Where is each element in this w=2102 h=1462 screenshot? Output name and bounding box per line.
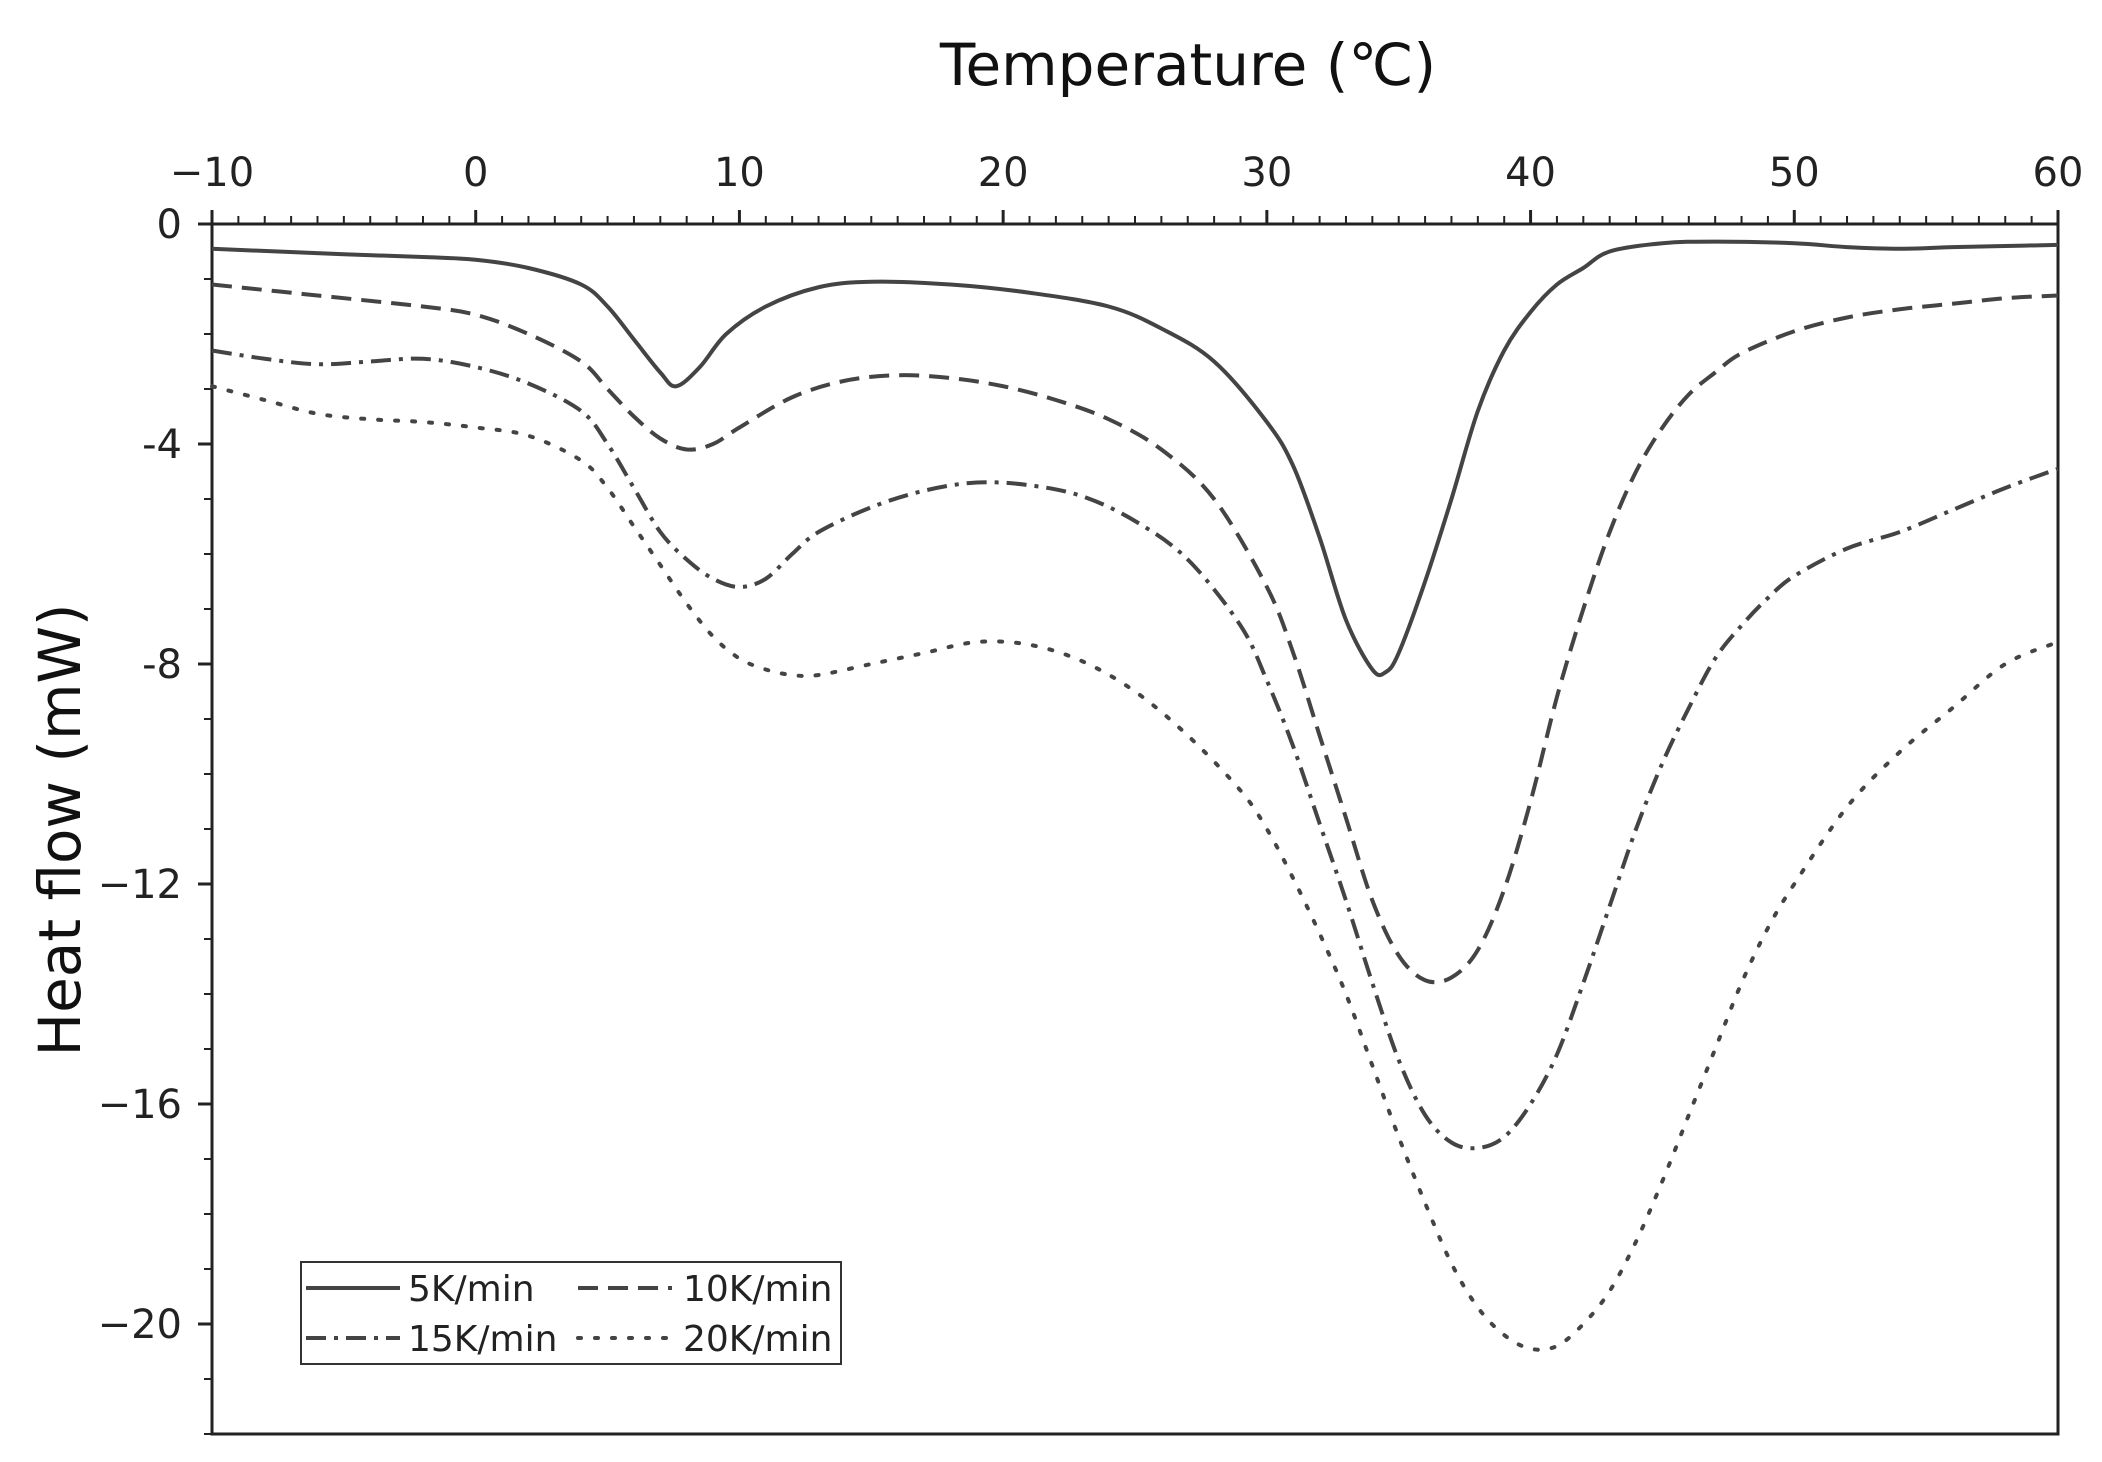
series-line-15k-min xyxy=(211,348,2059,1151)
x-axis-ticks: −10 0 10 20 30 40 50 60 xyxy=(170,150,2084,224)
y-axis-ticks: 0 -4 -8 −12 −16 −20 xyxy=(98,202,212,1348)
x-tick-label: 40 xyxy=(1505,150,1556,196)
y-tick-label: -8 xyxy=(142,642,182,688)
x-tick-label: 10 xyxy=(714,150,765,196)
x-tick-label: 60 xyxy=(2033,150,2084,196)
y-minor-ticks xyxy=(204,278,212,1435)
y-tick-label: −20 xyxy=(98,1302,182,1348)
y-tick-label: 0 xyxy=(157,202,182,248)
legend-label-20k: 20K/min xyxy=(683,1319,832,1360)
y-tick-label: −16 xyxy=(98,1082,182,1128)
x-tick-label: 50 xyxy=(1769,150,1820,196)
x-tick-label: −10 xyxy=(170,150,254,196)
legend-label-10k: 10K/min xyxy=(683,1269,832,1310)
x-tick-label: 20 xyxy=(978,150,1029,196)
y-axis-title: Heat flow (mW) xyxy=(26,603,94,1056)
plot-frame xyxy=(210,222,2060,1436)
y-tick-label: −12 xyxy=(98,862,182,908)
x-tick-label: 30 xyxy=(1241,150,1292,196)
legend-box xyxy=(300,1261,842,1365)
x-tick-label: 0 xyxy=(463,150,488,196)
x-axis-title: Temperature (℃) xyxy=(939,31,1436,99)
series-line-10k-min xyxy=(211,282,2059,985)
y-tick-label: -4 xyxy=(142,422,182,468)
series-layer xyxy=(210,239,2060,1352)
series-line-5k-min xyxy=(211,239,2059,678)
series-line-20k-min xyxy=(210,384,2060,1352)
legend-label-15k: 15K/min xyxy=(408,1319,557,1360)
legend-label-5k: 5K/min xyxy=(408,1269,535,1310)
legend: 5K/min 10K/min 15K/min 20K/min xyxy=(300,1261,842,1365)
